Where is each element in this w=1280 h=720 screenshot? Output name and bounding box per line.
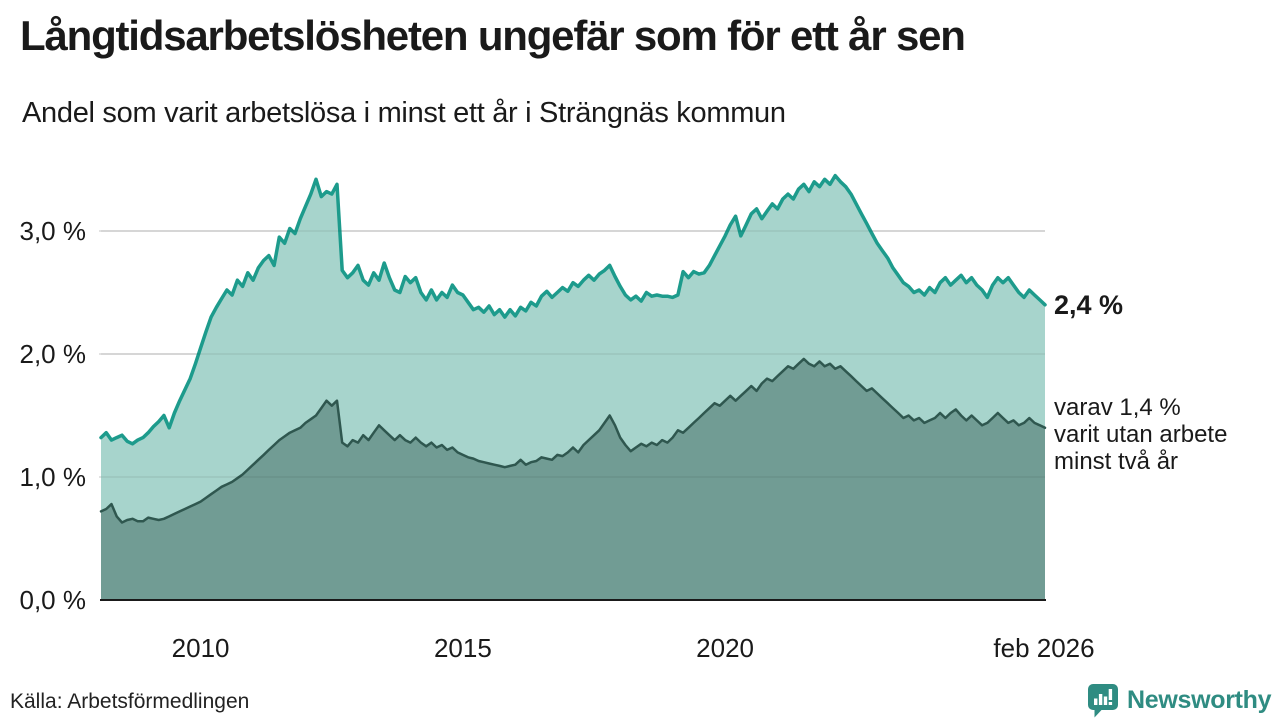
y-tick-label: 0,0 % xyxy=(20,585,87,615)
chart-subtitle: Andel som varit arbetslösa i minst ett å… xyxy=(22,97,786,129)
secondary-label-line-3: minst två år xyxy=(1054,448,1179,475)
x-tick-label: 2010 xyxy=(172,633,230,663)
x-tick-label: 2020 xyxy=(696,633,754,663)
secondary-label-line-2: varit utan arbete xyxy=(1054,421,1228,448)
newsworthy-logo-icon xyxy=(1088,684,1118,718)
latest-value-label: 2,4 % xyxy=(1054,290,1124,320)
series-line-1 xyxy=(99,357,1047,524)
source-credit: Källa: Arbetsförmedlingen xyxy=(10,690,250,713)
newsworthy-logo: Newsworthy xyxy=(1086,682,1272,718)
y-tick-label: 1,0 % xyxy=(20,462,87,492)
series-line-0 xyxy=(99,173,1047,446)
series-area-1 xyxy=(101,358,1045,600)
chart-title: Långtidsarbetslösheten ungefär som för e… xyxy=(20,12,966,59)
x-tick-label: feb 2026 xyxy=(993,633,1094,663)
secondary-label-line-1: varav 1,4 % xyxy=(1054,394,1181,421)
x-tick-label: 2015 xyxy=(434,633,492,663)
secondary-value-label: varav 1,4 % varit utan arbete minst två … xyxy=(1054,394,1227,475)
y-tick-label: 2,0 % xyxy=(20,339,87,369)
newsworthy-logo-text: Newsworthy xyxy=(1127,685,1272,714)
y-tick-label: 3,0 % xyxy=(20,216,87,246)
